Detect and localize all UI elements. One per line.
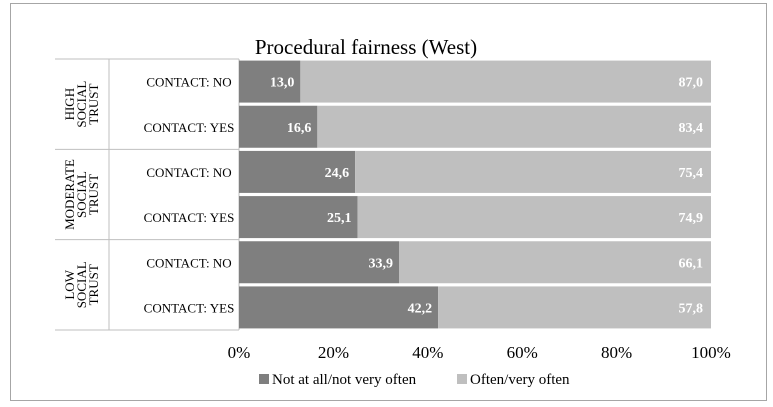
bar-not-often-4 [239,241,400,284]
legend-swatch-0 [259,374,269,384]
data-label: 16,6 [287,121,312,136]
category-label: CONTACT: NO [146,75,231,90]
category-label: CONTACT: YES [144,210,235,225]
group-label-line: SOCIAL [74,261,89,308]
data-label: 75,4 [679,166,704,181]
bar-not-often-0 [239,60,301,103]
group-label-line: TRUST [86,84,101,125]
x-tick-label: 40% [412,343,443,362]
group-label-line: LOW [62,269,77,299]
bar-not-often-3 [239,196,358,239]
chart-title: Procedural fairness (West) [255,35,477,59]
x-tick-label: 20% [318,343,349,362]
data-label: 24,6 [325,166,350,181]
group-label-line: SOCIAL [74,171,89,218]
x-tick-label: 0% [228,343,251,362]
bar-not-often-2 [239,150,356,193]
group-label-0: HIGHSOCIALTRUST [62,81,101,128]
legend-label-0: Not at all/not very often [272,372,417,388]
category-label: CONTACT: NO [146,165,231,180]
data-label: 25,1 [327,211,352,226]
bar-often-3 [357,196,711,239]
x-tick-label: 80% [601,343,632,362]
group-label-1: MODERATESOCIALTRUST [62,159,101,230]
x-tick-label: 60% [507,343,538,362]
bar-often-2 [355,150,711,193]
category-label: CONTACT: NO [146,255,231,270]
group-label-line: SOCIAL [74,81,89,128]
data-label: 13,0 [270,76,295,91]
data-label: 66,1 [679,256,704,271]
legend-label-1: Often/very often [470,372,570,388]
data-label: 57,8 [679,301,704,316]
bar-not-often-5 [239,286,439,329]
bar-often-4 [399,241,711,284]
chart-svg: Procedural fairness (West) 13,0 87,0 16,6 8… [55,35,731,388]
bar-often-1 [317,105,711,148]
bar-often-5 [438,286,711,329]
bar-not-often-1 [239,105,318,148]
chart-frame: Procedural fairness (West) 13,0 87,0 16,6 8… [10,3,767,401]
legend-swatch-1 [457,374,467,384]
group-label-line: MODERATE [62,159,77,230]
data-label: 87,0 [679,76,704,91]
data-label: 74,9 [679,211,704,226]
category-label: CONTACT: YES [144,120,235,135]
group-label-line: HIGH [62,88,77,121]
bar-often-0 [300,60,711,103]
data-label: 83,4 [679,121,704,136]
data-label: 33,9 [369,256,394,271]
group-label-line: TRUST [86,174,101,215]
category-label: CONTACT: YES [144,300,235,315]
group-label-line: TRUST [86,264,101,305]
data-label: 42,2 [408,301,433,316]
x-tick-label: 100% [691,343,731,362]
group-label-2: LOWSOCIALTRUST [62,261,101,308]
